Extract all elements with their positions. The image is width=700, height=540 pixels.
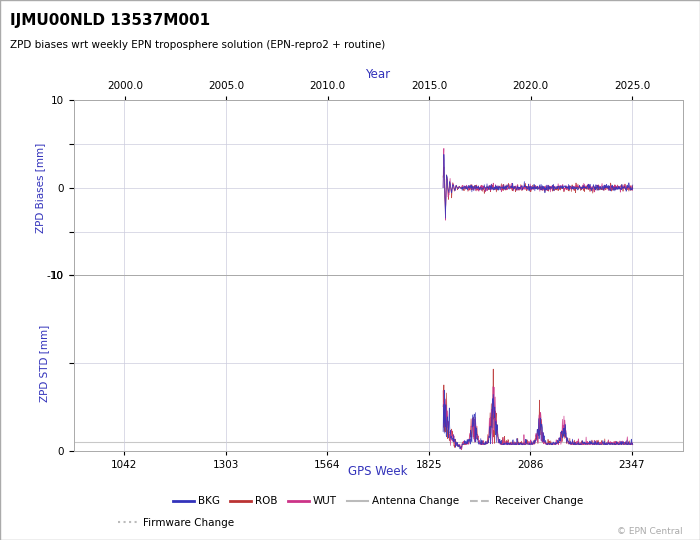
- Text: IJMU00NLD 13537M001: IJMU00NLD 13537M001: [10, 14, 211, 29]
- Text: © EPN Central: © EPN Central: [617, 526, 682, 536]
- Legend: BKG, ROB, WUT, Antenna Change, Receiver Change: BKG, ROB, WUT, Antenna Change, Receiver …: [169, 492, 587, 510]
- Text: ZPD biases wrt weekly EPN troposphere solution (EPN-repro2 + routine): ZPD biases wrt weekly EPN troposphere so…: [10, 40, 386, 51]
- X-axis label: Year: Year: [365, 68, 391, 81]
- Y-axis label: ZPD STD [mm]: ZPD STD [mm]: [39, 325, 49, 402]
- Y-axis label: ZPD Biases [mm]: ZPD Biases [mm]: [36, 143, 46, 233]
- Text: GPS Week: GPS Week: [349, 465, 407, 478]
- Legend: Firmware Change: Firmware Change: [113, 514, 238, 532]
